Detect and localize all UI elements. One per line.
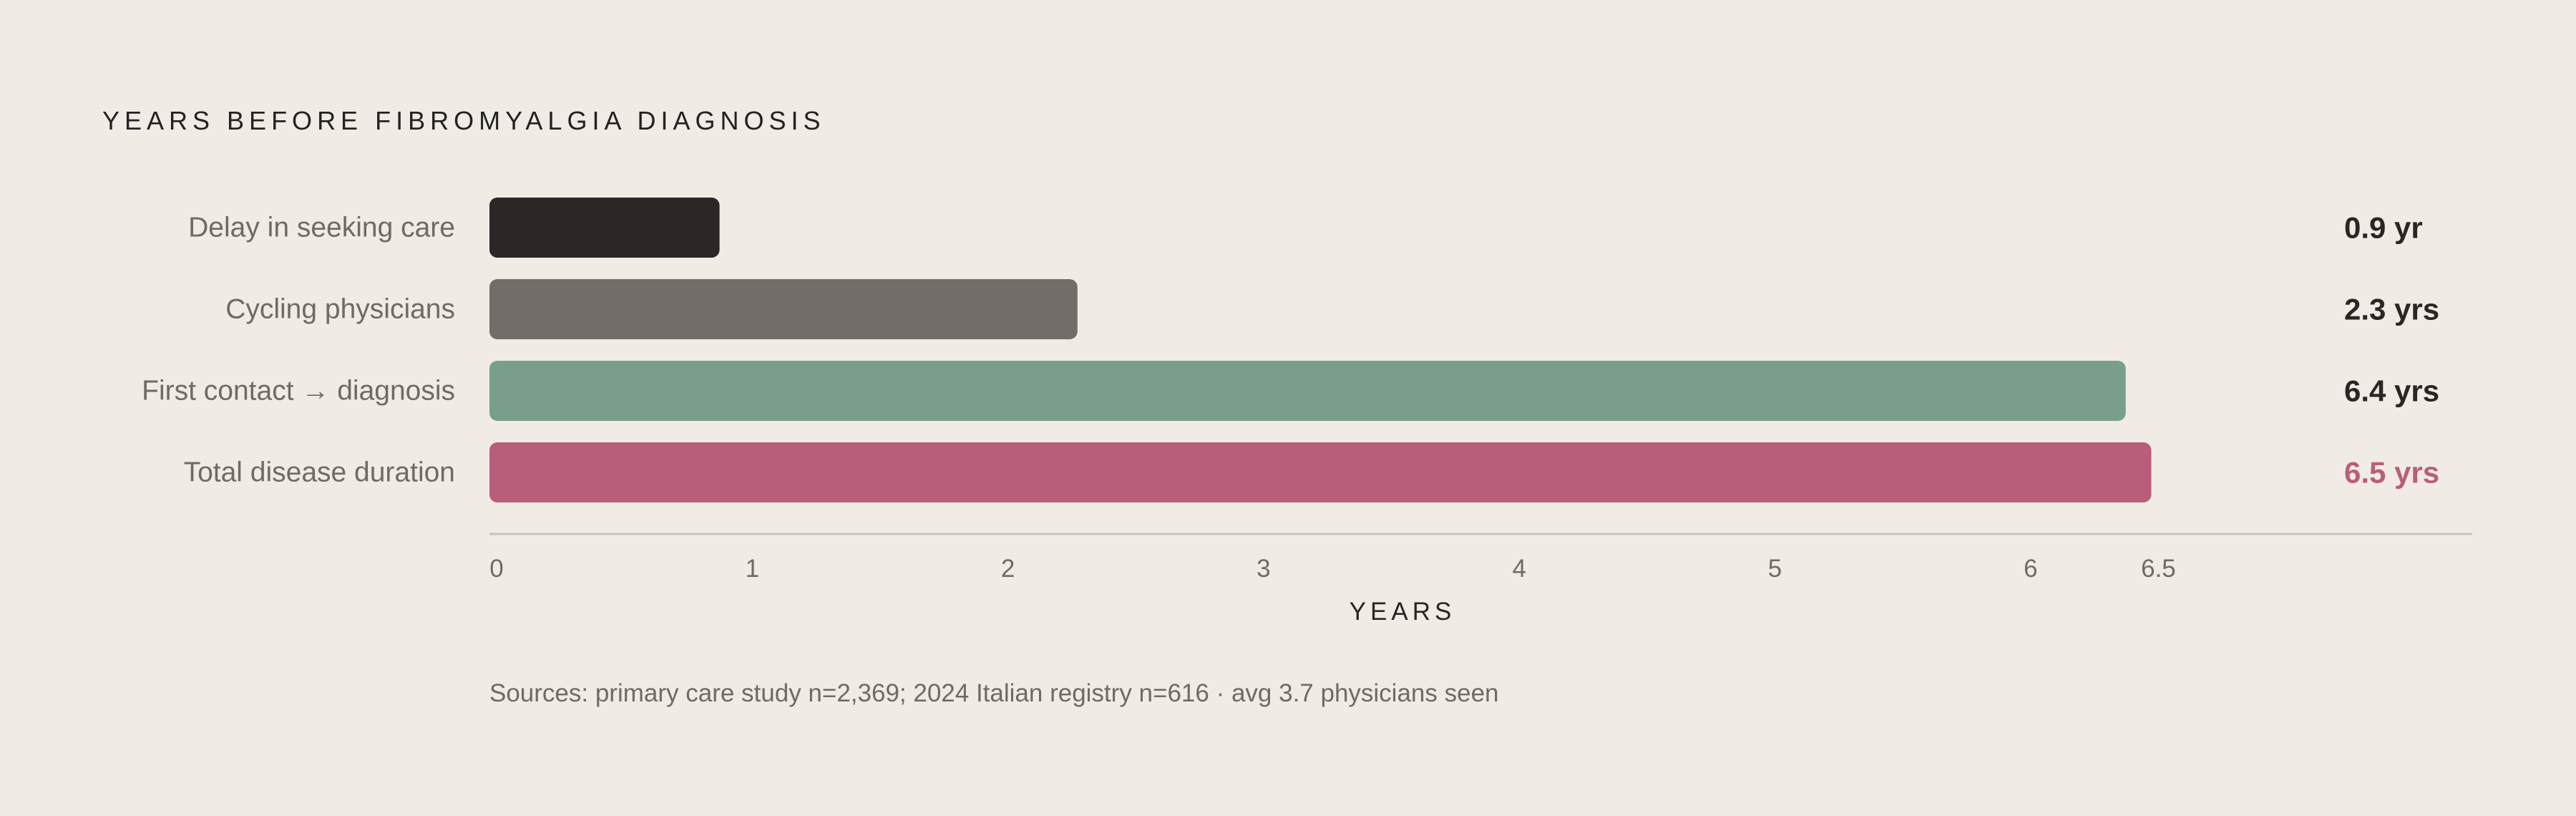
bar	[489, 361, 2126, 421]
x-tick-label: 1	[746, 555, 759, 583]
value-label: 6.5 yrs	[2344, 456, 2439, 490]
category-label: Total disease duration	[184, 457, 455, 488]
category-label: First contact → diagnosis	[142, 376, 455, 407]
bars-layer: Delay in seeking care 0.9 yr Cycling physi…	[142, 198, 2439, 502]
category-label: Cycling physicians	[225, 294, 455, 325]
category-label: Delay in seeking care	[188, 213, 455, 243]
x-tick-label: 3	[1257, 555, 1270, 583]
x-tick-label: 6.5	[2141, 555, 2176, 583]
x-axis-ticks: 0 1 2 3 4 5 6 6.5	[489, 555, 2176, 583]
x-tick-label: 4	[1512, 555, 1526, 583]
x-tick-label: 0	[489, 555, 503, 583]
bar	[489, 198, 720, 258]
value-label: 0.9 yr	[2344, 211, 2423, 245]
bar	[489, 279, 1078, 339]
source-note: Sources: primary care study n=2,369; 202…	[489, 679, 1499, 707]
chart-title: YEARS BEFORE FIBROMYALGIA DIAGNOSIS	[102, 106, 826, 135]
value-label: 6.4 yrs	[2344, 374, 2439, 408]
value-label: 2.3 yrs	[2344, 293, 2439, 326]
x-tick-label: 5	[1768, 555, 1782, 583]
x-axis-title: YEARS	[1350, 598, 1456, 626]
bar	[489, 442, 2152, 502]
x-tick-label: 2	[1001, 555, 1015, 583]
x-tick-label: 6	[2024, 555, 2037, 583]
